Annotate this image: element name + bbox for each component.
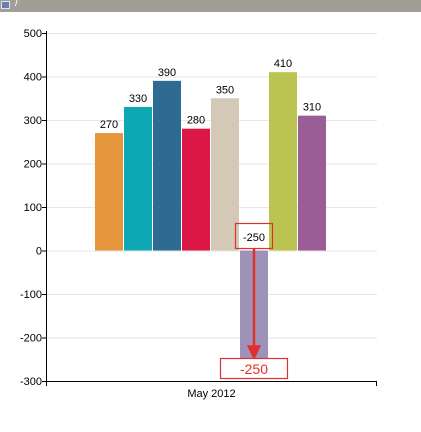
chart-labels: -300 -200 -100 0 100 200 300 400 500 270 330 390 280… bbox=[20, 28, 321, 400]
y-tick-label: 200 bbox=[24, 159, 42, 171]
bar bbox=[153, 80, 181, 251]
y-tick-label: 400 bbox=[24, 72, 42, 84]
data-label: 330 bbox=[129, 93, 147, 105]
data-label: 280 bbox=[187, 115, 205, 127]
bar bbox=[269, 72, 297, 251]
chart-callout: -250 -250 bbox=[219, 222, 289, 380]
chart-bars bbox=[95, 72, 326, 360]
callout-label-bottom: -250 bbox=[240, 361, 268, 377]
window-title: / bbox=[15, 0, 19, 9]
y-tick-label: 300 bbox=[24, 115, 42, 127]
data-label: 270 bbox=[100, 119, 118, 131]
data-label: 310 bbox=[303, 102, 321, 114]
callout-box-bottom bbox=[219, 357, 289, 380]
callout-arrow-head bbox=[247, 345, 261, 361]
y-tick-label: 500 bbox=[24, 28, 42, 40]
y-tick-label: -100 bbox=[20, 289, 42, 301]
data-label: 350 bbox=[216, 84, 234, 96]
x-category-label: May 2012 bbox=[187, 388, 235, 400]
bar bbox=[95, 133, 123, 251]
data-label: 410 bbox=[274, 58, 292, 70]
bar bbox=[298, 115, 326, 251]
y-tick-label: -200 bbox=[20, 333, 42, 345]
callout-label-top: -250 bbox=[243, 232, 265, 244]
bar bbox=[211, 98, 239, 251]
bar bbox=[182, 128, 210, 251]
y-tick-label: 0 bbox=[36, 246, 42, 258]
data-label: 390 bbox=[158, 67, 176, 79]
window-titlebar: / bbox=[0, 0, 421, 12]
app-icon bbox=[1, 1, 10, 9]
bar bbox=[124, 106, 152, 251]
callout-box-top bbox=[234, 222, 274, 250]
chart-axes bbox=[42, 31, 377, 386]
y-tick-label: 100 bbox=[24, 202, 42, 214]
y-tick-label: -300 bbox=[20, 376, 42, 388]
